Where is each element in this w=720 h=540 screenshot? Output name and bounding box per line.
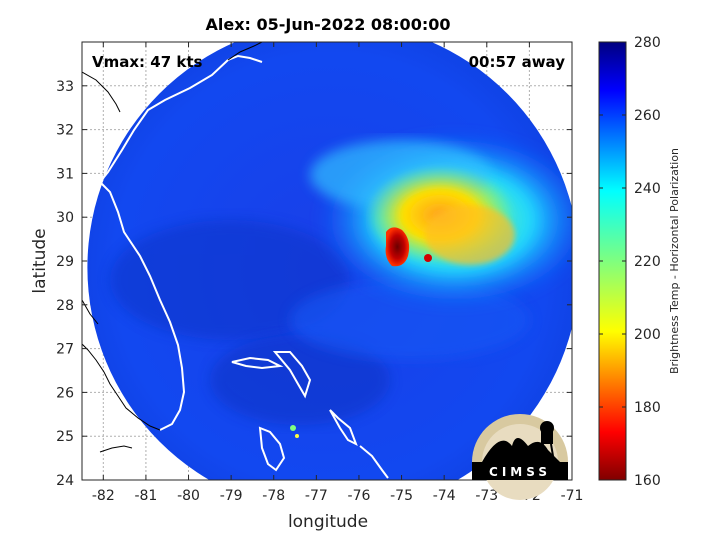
y-tick-label: 26 bbox=[56, 385, 74, 401]
x-tick-label: -71 bbox=[561, 488, 584, 504]
x-tick-label: -80 bbox=[177, 488, 200, 504]
coastlines-outside bbox=[82, 42, 263, 453]
x-tick-label: -82 bbox=[92, 488, 115, 504]
y-tick-label: 33 bbox=[56, 79, 74, 95]
colorbar-tick-label: 180 bbox=[634, 400, 661, 416]
vmax-annotation: Vmax: 47 kts bbox=[92, 53, 202, 71]
chart-title: Alex: 05-Jun-2022 08:00:00 bbox=[206, 15, 451, 34]
bahamas-andros bbox=[258, 426, 286, 472]
coastlines bbox=[98, 54, 389, 479]
georgia-coast bbox=[227, 54, 263, 63]
y-tick-label: 31 bbox=[56, 166, 74, 182]
x-tick-label: -77 bbox=[305, 488, 328, 504]
x-tick-label: -75 bbox=[390, 488, 413, 504]
y-tick-label: 30 bbox=[56, 210, 74, 226]
bahamas-grand bbox=[231, 356, 284, 370]
bahamas-abaco bbox=[272, 351, 312, 399]
y-axis: 24 25 26 27 28 29 30 31 32 33 bbox=[56, 79, 572, 489]
x-tick-label: -73 bbox=[475, 488, 498, 504]
colorbar-tick-label: 160 bbox=[634, 473, 661, 489]
colorbar bbox=[598, 41, 627, 481]
x-tick-label: -78 bbox=[262, 488, 285, 504]
x-tick-label: -74 bbox=[433, 488, 456, 504]
colorbar-tick-label: 280 bbox=[634, 35, 661, 51]
colorbar-label: Brightness Temp - Horizontal Polarizatio… bbox=[668, 148, 681, 374]
brightness-temp-swath bbox=[87, 42, 572, 480]
cimss-logo: CIMSS bbox=[472, 414, 568, 500]
colorbar-tick-label: 220 bbox=[634, 254, 661, 270]
y-tick-label: 28 bbox=[56, 298, 74, 314]
bahamas-eleuthera bbox=[329, 409, 358, 447]
colorbar-ticks: 280 260 240 220 200 180 160 bbox=[599, 35, 661, 489]
y-axis-label: latitude bbox=[30, 228, 50, 293]
deep-convection bbox=[385, 227, 410, 267]
logo-text: CIMSS bbox=[489, 465, 551, 479]
x-axis-label: longitude bbox=[288, 512, 368, 532]
y-tick-label: 32 bbox=[56, 123, 74, 139]
bahamas-exuma bbox=[359, 445, 389, 479]
y-tick-label: 29 bbox=[56, 254, 74, 270]
x-tick-label: -81 bbox=[134, 488, 157, 504]
colorbar-tick-label: 200 bbox=[634, 327, 661, 343]
colorbar-tick-label: 240 bbox=[634, 181, 661, 197]
y-tick-label: 25 bbox=[56, 429, 74, 445]
x-tick-label: -79 bbox=[220, 488, 243, 504]
florida-east-coast bbox=[98, 59, 229, 431]
y-tick-label: 27 bbox=[56, 342, 74, 358]
x-tick-label: -76 bbox=[348, 488, 371, 504]
time-away-annotation: 00:57 away bbox=[469, 53, 566, 71]
colorbar-tick-label: 260 bbox=[634, 108, 661, 124]
y-tick-label: 24 bbox=[56, 473, 74, 489]
